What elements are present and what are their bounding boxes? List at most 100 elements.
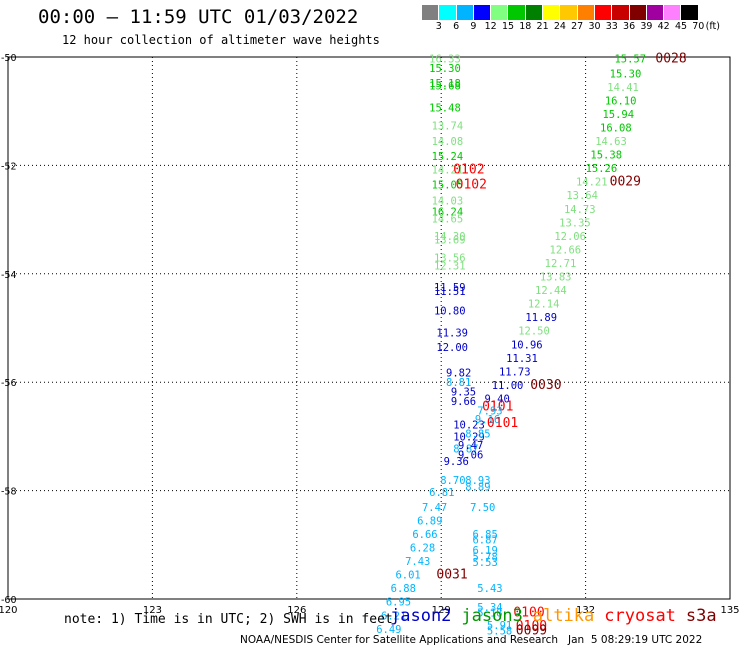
wave-height-label: 13.56 [434, 253, 466, 265]
wave-height-label: 6.85 [472, 529, 497, 541]
colorbar-cell [525, 5, 544, 20]
legend-s3a: s3a [685, 606, 717, 626]
colorbar-cell [629, 5, 647, 20]
wave-height-label: 5.91 [487, 620, 512, 632]
colorbar-tick-label: 36 [623, 21, 636, 32]
colorbar-tick-label: 39 [640, 21, 653, 32]
lon-tick-label: 129 [432, 605, 451, 616]
legend-cryosat: cryosat [604, 606, 676, 626]
legend-jason3: jason3 [461, 606, 523, 626]
wave-height-label: 15.30 [429, 63, 461, 75]
time-label: 0101 [487, 416, 518, 431]
wave-height-label: 12.31 [434, 261, 466, 273]
wave-height-label: 6.95 [386, 597, 411, 609]
wave-height-label: 12.14 [528, 299, 560, 311]
colorbar-tick-label: 45 [674, 21, 688, 32]
wave-height-label: 15.94 [602, 109, 634, 121]
lat-tick-label: -58 [1, 487, 17, 498]
wave-height-label: 15.24 [432, 151, 464, 163]
wave-height-label: 5.34 [477, 602, 502, 614]
wave-height-label: 15.05 [432, 179, 464, 191]
colorbar-tick-label: 42 [657, 21, 670, 32]
colorbar-cell [577, 5, 595, 20]
wave-height-label: 5.58 [487, 625, 512, 637]
time-label: 0102 [453, 163, 484, 178]
colorbar-cell [681, 5, 699, 20]
wave-height-label: 9.47 [458, 440, 483, 452]
plot-frame [7, 56, 731, 600]
colorbar-cell [594, 5, 613, 20]
wave-height-label: 13.74 [432, 120, 464, 132]
time-label: 0029 [610, 175, 641, 190]
wave-height-label: 12.00 [436, 342, 468, 354]
wave-height-label: 9.36 [444, 456, 469, 468]
lat-tick-label: -60 [1, 595, 17, 606]
wave-height-label: 14.03 [432, 196, 464, 208]
colorbar-tick-label: 21 [536, 21, 549, 32]
wave-height-label: 14.63 [595, 136, 627, 148]
wave-height-label: 13.64 [566, 190, 598, 202]
lon-tick-label: 135 [720, 605, 739, 616]
wave-height-label: 13.69 [434, 235, 466, 247]
wave-height-label: 6.87 [472, 534, 497, 546]
wave-height-label: 16.10 [605, 95, 637, 107]
wave-height-label: 14.21 [576, 177, 608, 189]
lon-tick-label: 132 [576, 605, 595, 616]
colorbar-cell [543, 5, 561, 20]
wave-height-label: 11.00 [492, 380, 524, 392]
lat-tick-label: -50 [1, 53, 17, 64]
wave-height-label: 6.66 [412, 529, 437, 541]
wave-height-label: 5.78 [472, 552, 497, 564]
time-label: 0101 [482, 400, 513, 415]
wave-height-label: 6.89 [417, 515, 442, 527]
wave-height-label: 5.18 [477, 608, 502, 620]
time-label: 0030 [530, 378, 561, 393]
wave-height-label: 10.80 [434, 306, 466, 318]
lat-tick-label: -52 [1, 161, 17, 172]
wave-height-label: 8.89 [465, 481, 490, 493]
wave-height-label: 11.89 [525, 312, 557, 324]
wave-height-label: 10.96 [511, 339, 543, 351]
colorbar-cell [456, 5, 474, 20]
footnote: note: 1) Time is in UTC; 2) SWH is in fe… [64, 612, 393, 627]
time-label: 0100 [516, 619, 547, 634]
wave-height-label: 16.33 [429, 54, 461, 66]
colorbar-cell [422, 5, 440, 20]
wave-height-label: 7.43 [405, 556, 430, 568]
colorbar-tick-label: 24 [553, 21, 566, 32]
wave-height-label: 14.41 [607, 82, 639, 94]
wave-height-label: 6.21 [381, 610, 406, 622]
wave-height-label: 6.81 [429, 487, 454, 499]
wave-height-label: 14.30 [434, 231, 466, 243]
wave-height-label: 12.66 [550, 244, 582, 256]
map-title: 00:00 – 11:59 UTC 01/03/2022 [38, 6, 359, 28]
lon-tick-label: 126 [287, 605, 306, 616]
wave-height-label: 15.26 [586, 163, 618, 175]
wave-height-label: 14.21 [432, 165, 464, 177]
lat-tick-label: -56 [1, 378, 17, 389]
wave-height-label: 11.59 [434, 282, 466, 294]
wave-height-label: 9.06 [458, 449, 483, 461]
colorbar-cell [473, 5, 492, 20]
colorbar-cell [508, 5, 526, 20]
legend-altika: altika [532, 606, 595, 626]
time-label: 0102 [456, 177, 487, 192]
wave-height-label: 7.50 [470, 502, 495, 514]
wave-height-label: 6.28 [410, 543, 435, 555]
colorbar-tick-label: 3 [435, 21, 442, 32]
wave-height-label: 12.44 [535, 285, 567, 297]
wave-height-label: 6.49 [376, 624, 401, 636]
wave-height-label: 9.66 [451, 396, 476, 408]
colorbar-tick-label: 18 [519, 21, 532, 32]
colorbar-tick-label: 6 [453, 21, 460, 32]
wave-height-label: 8.81 [446, 377, 471, 389]
wave-height-label: 15.57 [614, 54, 646, 66]
colorbar-cell [491, 5, 509, 20]
time-label: 0028 [655, 52, 686, 67]
wave-height-label: 8.85 [465, 429, 490, 441]
time-label: 0099 [516, 623, 547, 638]
wave-height-label: 13.83 [540, 272, 572, 284]
colorbar-tick-label: 15 [501, 21, 515, 32]
wave-height-label: 12.06 [554, 231, 586, 243]
